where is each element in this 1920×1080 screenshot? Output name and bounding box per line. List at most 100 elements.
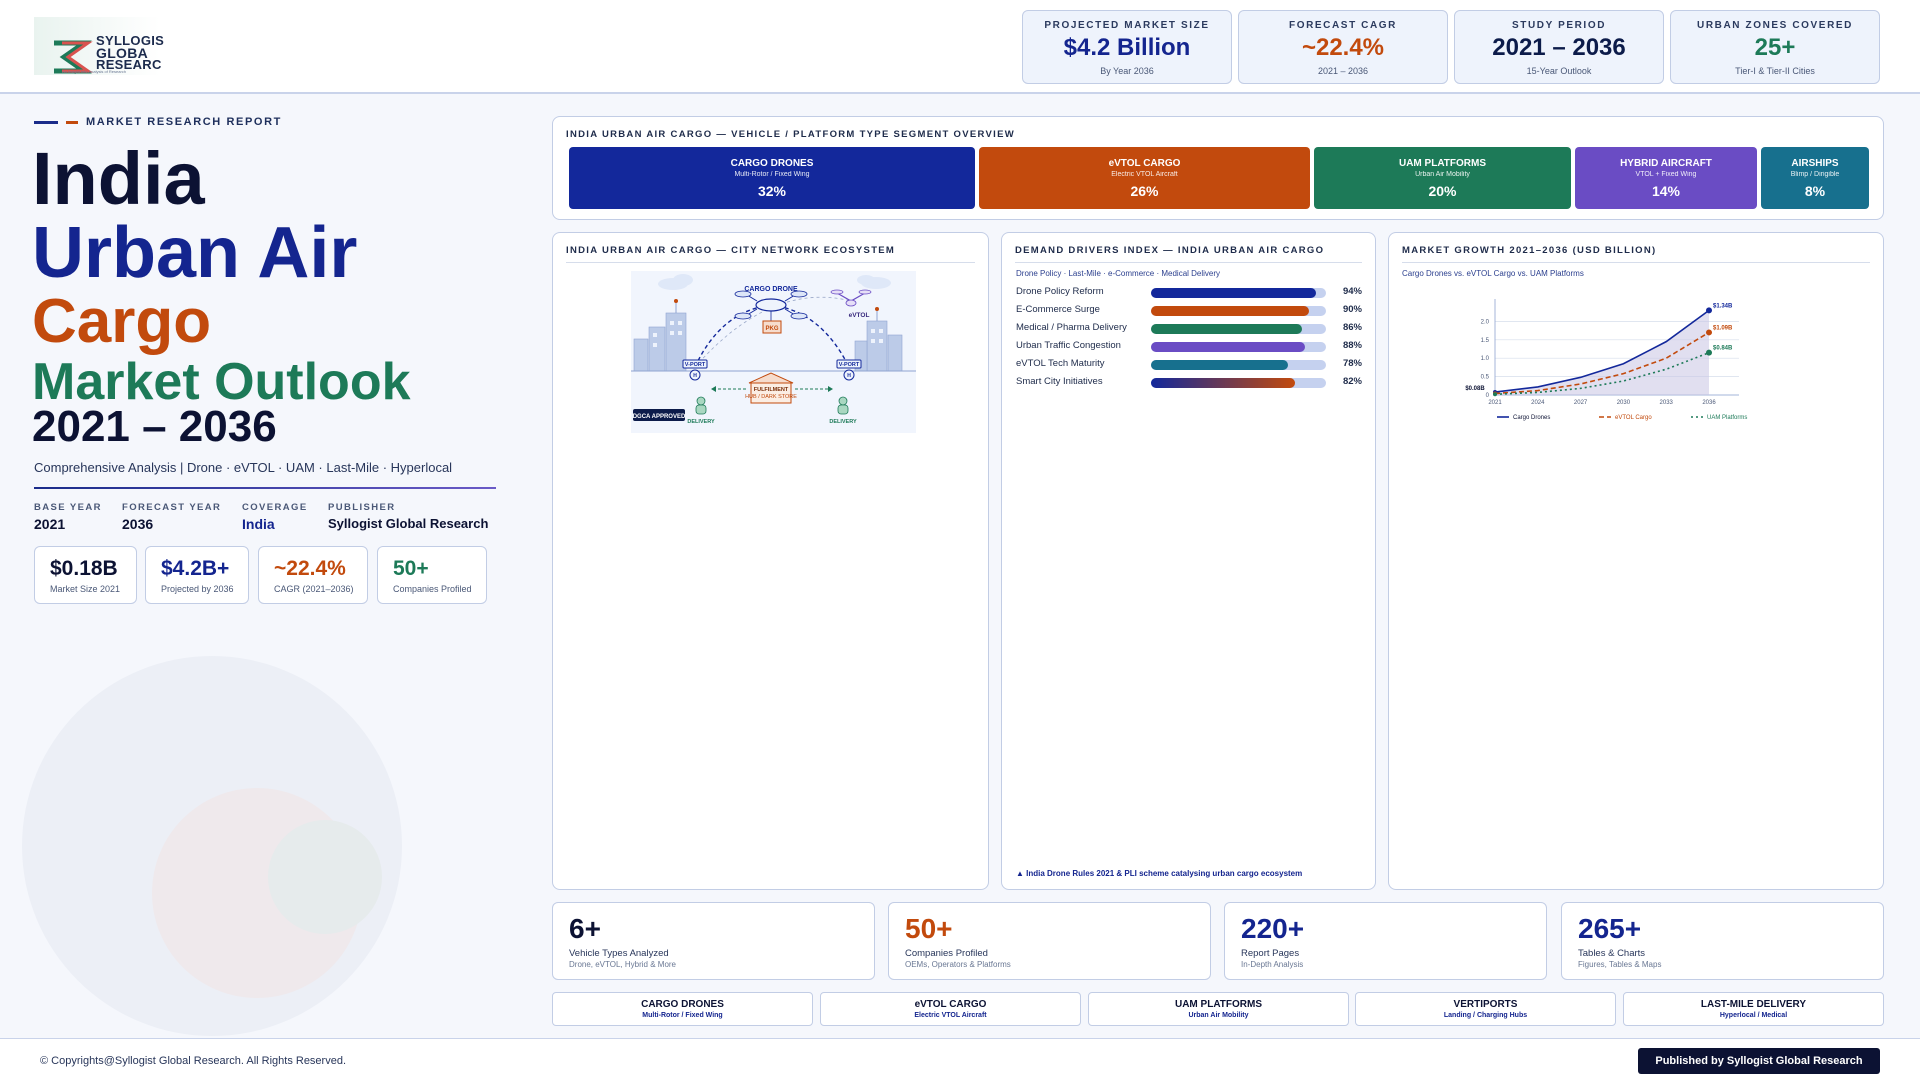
vertiport-left-label: V-PORT	[685, 362, 706, 368]
driver-track	[1151, 360, 1326, 370]
driver-row-smart-city: Smart City Initiatives 82%	[1016, 376, 1362, 390]
tag-cargo-drones[interactable]: CARGO DRONES Multi-Rotor / Fixed Wing	[552, 992, 813, 1026]
evtol-label: eVTOL	[849, 312, 870, 319]
logo-text: SYLLOGIS GLOBA RESEARC	[96, 33, 165, 72]
meta-coverage: COVERAGE India	[242, 502, 308, 532]
cloud-icon	[857, 275, 891, 289]
logo-mark-icon	[54, 40, 93, 74]
meta-value: 2021	[34, 516, 66, 532]
meta-publisher: PUBLISHER Syllogist Global Research	[328, 502, 488, 531]
tag-sub: Multi-Rotor / Fixed Wing	[642, 1012, 723, 1019]
publisher-badge[interactable]: Published by Syllogist Global Research	[1638, 1048, 1880, 1074]
tag-name: eVTOL CARGO	[914, 999, 987, 1010]
driver-row-ecommerce: E-Commerce Surge 90%	[1016, 304, 1362, 318]
stat-card-projected: $4.2B+ Projected by 2036	[145, 546, 249, 604]
bigstat-report-pages: 220+ Report Pages In-Depth Analysis	[1224, 902, 1547, 980]
stat-value: 50+	[393, 557, 429, 580]
delivery-right-label: DELIVERY	[829, 419, 857, 425]
panel-divider	[1402, 262, 1870, 263]
driver-track	[1151, 378, 1326, 388]
panel-title: DEMAND DRIVERS INDEX — INDIA URBAN AIR C…	[1015, 245, 1325, 256]
copyright-text: © Copyrights@Syllogist Global Research. …	[40, 1055, 347, 1067]
kpi-study-period: STUDY PERIOD 2021 – 2036 15-Year Outlook	[1454, 10, 1664, 84]
hero-subtitle: Comprehensive Analysis | Drone · eVTOL ·…	[34, 460, 453, 475]
meta-value: 2036	[122, 516, 154, 532]
series-start-point	[1493, 392, 1497, 397]
helipad-left-label: H	[693, 373, 697, 379]
tag-vertiports[interactable]: VERTIPORTS Landing / Charging Hubs	[1355, 992, 1616, 1026]
segment-sub: Urban Air Mobility	[1415, 171, 1470, 178]
kpi-sub: 2021 – 2036	[1317, 66, 1369, 76]
meta-label: COVERAGE	[242, 502, 308, 513]
tag-evtol-cargo[interactable]: eVTOL CARGO Electric VTOL Aircraft	[820, 992, 1081, 1026]
stat-card-cagr: ~22.4% CAGR (2021–2036)	[258, 546, 368, 604]
title-years: 2021 – 2036	[32, 402, 277, 451]
segment-name: CARGO DRONES	[730, 158, 814, 169]
driver-pct: 88%	[1342, 340, 1362, 351]
drivers-subtitle: Drone Policy · Last-Mile · e-Commerce · …	[1016, 269, 1221, 278]
company-logo[interactable]: SYLLOGIS GLOBA RESEARC An Insight Into A…	[34, 17, 164, 75]
start-value-label: $0.08B	[1465, 386, 1485, 392]
kpi-value: 2021 – 2036	[1492, 34, 1626, 61]
x-tick-label: 2021	[1488, 400, 1502, 406]
series-line	[1494, 309, 1710, 393]
y-tick-label: 0	[1486, 393, 1490, 399]
x-tick-label: 2036	[1702, 400, 1716, 406]
segment-share: 32%	[757, 183, 787, 199]
kpi-cagr: FORECAST CAGR ~22.4% 2021 – 2036	[1238, 10, 1448, 84]
driver-fill	[1151, 288, 1316, 298]
bigstat-sub: Drone, eVTOL, Hybrid & More	[569, 960, 677, 969]
legend-label: UAM Platforms	[1707, 415, 1747, 421]
driver-track	[1151, 306, 1326, 316]
tag-sub: Landing / Charging Hubs	[1443, 1012, 1528, 1019]
segment-overview-panel: INDIA URBAN AIR CARGO — VEHICLE / PLATFO…	[552, 116, 1884, 220]
driver-label: Drone Policy Reform	[1016, 286, 1104, 297]
right-buildings-icon	[854, 307, 903, 372]
driver-track	[1151, 288, 1326, 298]
bigstat-label: Vehicle Types Analyzed	[569, 948, 669, 959]
arrow-left-icon	[711, 386, 716, 392]
driver-pct: 90%	[1342, 304, 1362, 315]
bigstat-vehicle-types: 6+ Vehicle Types Analyzed Drone, eVTOL, …	[552, 902, 875, 980]
kpi-sub: By Year 2036	[1100, 66, 1154, 76]
package-icon	[762, 320, 782, 334]
segment-cargo-drones[interactable]: CARGO DRONES Multi-Rotor / Fixed Wing 32…	[569, 147, 975, 209]
segment-evtol-cargo[interactable]: eVTOL CARGO Electric VTOL Aircraft 26%	[979, 147, 1310, 209]
segment-airships[interactable]: AIRSHIPS Blimp / Dirigible 8%	[1761, 147, 1869, 209]
kpi-value: 25+	[1754, 34, 1796, 61]
decor-circle-small	[268, 820, 382, 934]
driver-row-congestion: Urban Traffic Congestion 88%	[1016, 340, 1362, 354]
title-line-4: Market Outlook	[32, 353, 411, 411]
legend-label: eVTOL Cargo	[1615, 415, 1652, 421]
bigstat-sub: OEMs, Operators & Platforms	[905, 960, 1011, 969]
eyebrow: MARKET RESEARCH REPORT	[34, 116, 282, 128]
meta-label: PUBLISHER	[328, 502, 396, 513]
header: SYLLOGIS GLOBA RESEARC An Insight Into A…	[0, 0, 1920, 94]
panel-divider	[566, 262, 975, 263]
series-end-point	[1706, 349, 1712, 356]
footer: © Copyrights@Syllogist Global Research. …	[0, 1038, 1920, 1080]
kpi-value: ~22.4%	[1301, 34, 1385, 61]
meta-base-year: BASE YEAR 2021	[34, 502, 102, 532]
segment-share: 8%	[1804, 183, 1826, 199]
segment-share: 20%	[1428, 183, 1457, 199]
title-line-3: Cargo	[32, 287, 212, 356]
bigstat-label: Report Pages	[1241, 948, 1300, 959]
tag-last-mile-delivery[interactable]: LAST-MILE DELIVERY Hyperlocal / Medical	[1623, 992, 1884, 1026]
segment-share: 14%	[1651, 183, 1681, 199]
stat-value: ~22.4%	[274, 557, 346, 580]
meta-value: Syllogist Global Research	[328, 516, 489, 531]
segment-uam-platforms[interactable]: UAM PLATFORMS Urban Air Mobility 20%	[1314, 147, 1571, 209]
driver-fill	[1151, 360, 1288, 370]
x-tick-label: 2027	[1574, 400, 1588, 406]
cargo-drone-icon	[734, 290, 808, 321]
driver-label: eVTOL Tech Maturity	[1016, 358, 1105, 369]
segment-hybrid-aircraft[interactable]: HYBRID AIRCRAFT VTOL + Fixed Wing 14%	[1575, 147, 1757, 209]
panel-divider	[1015, 262, 1362, 263]
series-end-label: $1.34B	[1713, 303, 1733, 309]
tag-sub: Hyperlocal / Medical	[1719, 1012, 1788, 1019]
delivery-person-left-icon	[695, 396, 707, 415]
driver-fill	[1151, 306, 1309, 316]
tag-uam-platforms[interactable]: UAM PLATFORMS Urban Air Mobility	[1088, 992, 1349, 1026]
bigstat-companies: 50+ Companies Profiled OEMs, Operators &…	[888, 902, 1211, 980]
